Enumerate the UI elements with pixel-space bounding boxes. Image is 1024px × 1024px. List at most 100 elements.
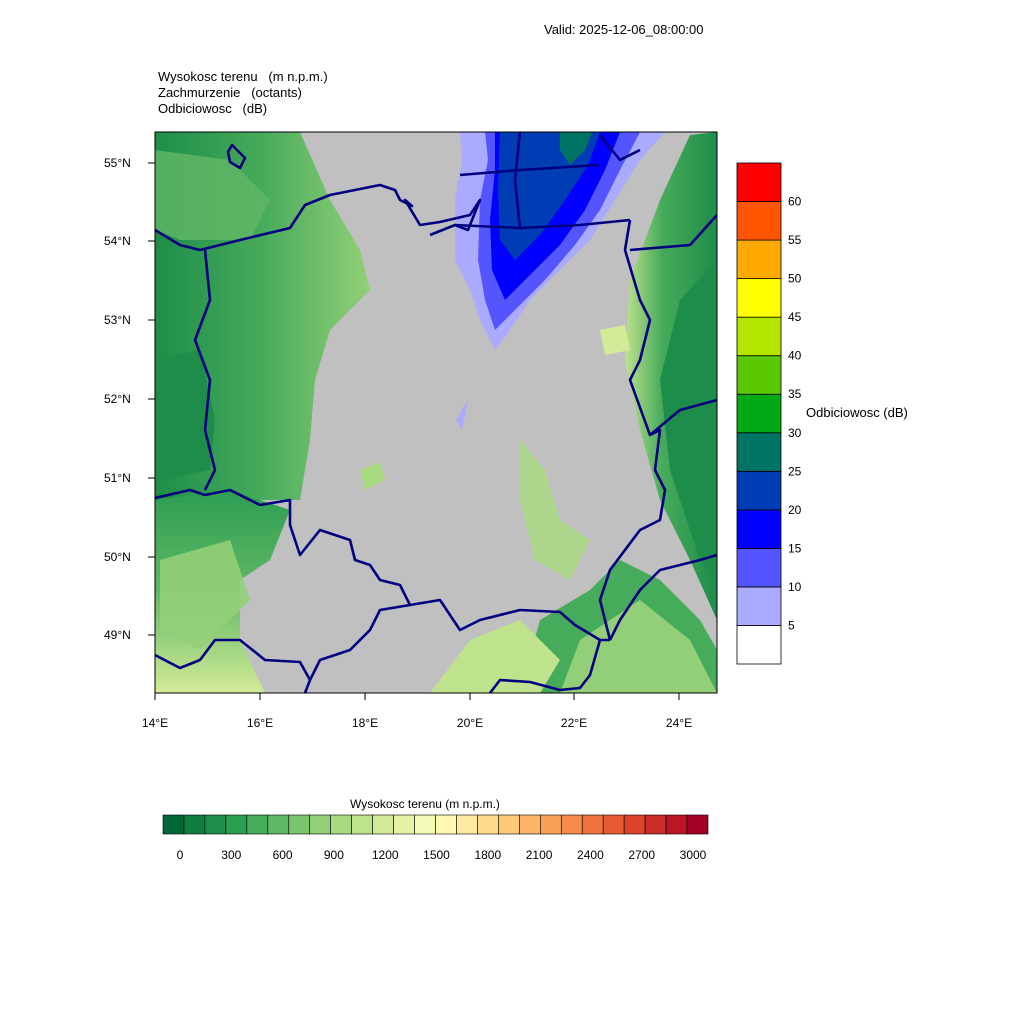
lon-label: 18°E: [352, 716, 378, 730]
lat-tick-labels: 55°N 54°N 53°N 52°N 51°N 50°N 49°N: [104, 156, 131, 642]
terrain-tick-label: 0: [177, 848, 184, 862]
terrain-color-box: [288, 814, 311, 835]
terrain-lublin: [520, 440, 590, 580]
terrain-color-box: [477, 814, 499, 835]
lat-label: 55°N: [104, 156, 131, 170]
reflectivity-tick-label: 30: [788, 426, 802, 440]
lat-label: 51°N: [104, 471, 131, 485]
map-frame: [154, 131, 718, 694]
terrain-color-box: [560, 814, 583, 835]
terrain-tick-label: 2100: [526, 848, 553, 862]
baltic-coastline: [155, 183, 482, 252]
reflectivity-color-box: [736, 393, 782, 434]
terrain-color-box: [498, 814, 520, 835]
border-kaliningrad: [454, 218, 631, 230]
terrain-color-box: [540, 814, 562, 835]
terrain-tick-label: 300: [221, 848, 241, 862]
valid-time-label: Valid: 2025-12-06_08:00:00: [544, 22, 704, 37]
terrain-tick-label: 900: [324, 848, 344, 862]
terrain-tick-label: 1800: [474, 848, 501, 862]
border-germany: [193, 249, 217, 491]
terrain-patch: [600, 325, 630, 355]
terrain-color-box: [686, 814, 709, 835]
border-slovakia: [308, 603, 411, 681]
reflectivity-colorbar-title: Odbiciowosc (dB): [806, 405, 908, 420]
reflectivity-tick-label: 25: [788, 464, 802, 478]
terrain-color-box: [372, 814, 394, 835]
lat-tick-marks: [148, 162, 155, 636]
terrain-tick-label: 2700: [628, 848, 655, 862]
reflectivity-color-box: [736, 470, 782, 511]
reflectivity-color-box: [736, 547, 782, 588]
lat-label: 50°N: [104, 550, 131, 564]
terrain-color-box: [351, 814, 373, 835]
terrain-color-box: [267, 814, 290, 835]
border-hungary: [488, 639, 602, 693]
lon-tick-labels: 14°E 16°E 18°E 20°E 22°E 24°E: [142, 716, 692, 730]
terrain-color-box: [414, 814, 436, 835]
reflectivity-25dB: [560, 132, 592, 165]
terrain-color-box: [393, 814, 415, 835]
title-terrain: Wysokosc terenu (m n.p.m.): [158, 69, 328, 84]
reflectivity-tick-label: 35: [788, 387, 802, 401]
reflectivity-colorbar: [736, 162, 782, 665]
lon-label: 20°E: [457, 716, 483, 730]
reflectivity-tick-label: 10: [788, 580, 802, 594]
lon-label: 22°E: [561, 716, 587, 730]
country-borders: [155, 132, 717, 693]
reflectivity-color-box: [736, 355, 782, 395]
terrain-color-box: [519, 814, 541, 835]
border-belarus-ukraine: [649, 398, 717, 436]
reflectivity-color-box: [736, 316, 782, 357]
lat-label: 53°N: [104, 313, 131, 327]
border-lithuania: [513, 132, 522, 229]
reflectivity-color-box: [736, 625, 782, 665]
lon-label: 16°E: [247, 716, 273, 730]
terrain-east-dark: [660, 260, 717, 580]
terrain-tick-label: 2400: [577, 848, 604, 862]
reflectivity-color-box: [736, 278, 782, 318]
terrain-color-box: [246, 814, 269, 835]
border-latvia: [598, 134, 641, 162]
terrain-color-box: [183, 814, 206, 835]
terrain-colorbar-title: Wysokosc terenu (m n.p.m.): [350, 797, 500, 811]
terrain-carpathians-high: [560, 600, 717, 693]
reflectivity-color-box: [736, 586, 782, 626]
terrain-colorbar: [162, 814, 709, 835]
terrain-patch: [360, 462, 385, 490]
terrain-color-box: [665, 814, 688, 835]
lon-tick-marks: [154, 693, 680, 700]
terrain-color-box: [581, 814, 604, 835]
terrain-color-box: [644, 814, 667, 835]
lat-label: 52°N: [104, 392, 131, 406]
reflectivity-tick-label: 45: [788, 310, 802, 324]
title-cloud: Zachmurzenie (octants): [158, 85, 302, 100]
terrain-color-box: [162, 814, 185, 835]
terrain-sudetes: [160, 540, 250, 650]
terrain-color-box: [435, 814, 457, 835]
reflectivity-color-box: [736, 162, 782, 202]
reflectivity-color-box: [736, 239, 782, 280]
title-reflectivity: Odbiciowosc (dB): [158, 101, 268, 116]
terrain-color-box: [456, 814, 478, 835]
border-lithuania-belarus: [629, 214, 717, 252]
terrain-tatra: [430, 620, 560, 693]
lon-label: 14°E: [142, 716, 168, 730]
reflectivity-tick-label: 15: [788, 541, 802, 555]
reflectivity-color-box: [736, 432, 782, 472]
reflectivity-tick-label: 40: [788, 349, 802, 363]
terrain-west-dark: [155, 350, 215, 480]
terrain-color-box: [602, 814, 625, 835]
lon-label: 24°E: [666, 716, 692, 730]
reflectivity-colorbar-labels: 60 55 50 45 40 35 30 25 20 15 10 5: [788, 195, 802, 633]
reflectivity-tick-label: 20: [788, 503, 802, 517]
terrain-tick-label: 1200: [372, 848, 399, 862]
terrain-northwest: [155, 150, 270, 240]
terrain-color-box: [623, 814, 646, 835]
border-czech-north: [155, 488, 610, 642]
lat-label: 49°N: [104, 628, 131, 642]
terrain-colorbar-labels: 0 300 600 900 1200 1500 1800 2100 2400 2700 3000: [177, 848, 707, 862]
reflectivity-patch: [456, 400, 468, 430]
border-north-inner: [459, 163, 601, 177]
